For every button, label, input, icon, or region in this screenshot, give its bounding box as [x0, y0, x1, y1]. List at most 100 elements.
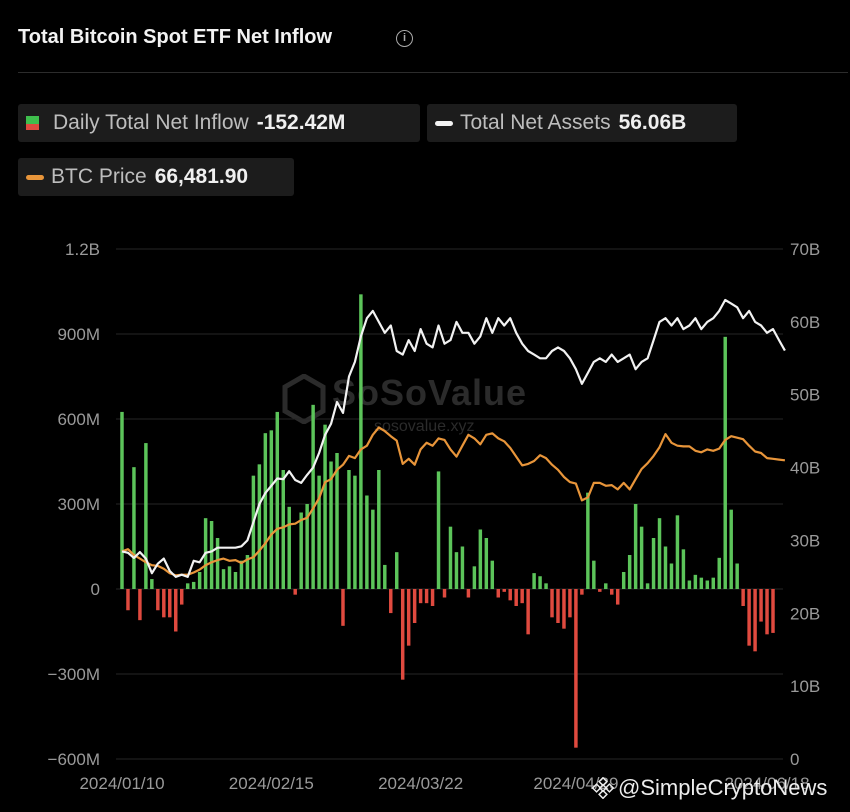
inflow-bar — [478, 529, 483, 589]
inflow-bar — [717, 557, 721, 589]
inflow-bar — [233, 572, 238, 589]
inflow-bar — [168, 589, 172, 618]
series-lines — [121, 298, 786, 578]
inflow-bar — [191, 581, 196, 589]
inflow-bar — [621, 572, 626, 589]
inflow-bar — [627, 555, 632, 589]
watermark-brand: SoSoValue — [332, 372, 528, 413]
inflow-bar — [454, 552, 459, 589]
sosovalue-logo-icon — [282, 374, 326, 424]
inflow-bar — [383, 564, 387, 589]
inflow-bar — [179, 589, 184, 605]
inflow-bar — [126, 589, 130, 611]
y-axis-right: 70B 60B 50B 40B 30B 20B 10B 0 — [790, 240, 820, 769]
inflow-bar — [520, 589, 524, 604]
legend-inflow-value: -152.42M — [256, 111, 346, 134]
white-line-swatch-icon — [435, 120, 453, 126]
inflow-bar — [400, 589, 405, 680]
inflow-bar — [693, 574, 698, 589]
inflow-bar — [639, 526, 644, 589]
inflow-bar — [215, 538, 220, 589]
y-left-tick-label: 600M — [57, 410, 100, 429]
inflow-bar — [466, 589, 471, 598]
y-right-tick-label: 60B — [790, 313, 820, 332]
inflow-bar — [185, 583, 190, 589]
x-tick-label: 2024/02/15 — [229, 774, 314, 793]
inflow-bar — [174, 589, 178, 632]
legend-assets-label: Total Net Assets — [460, 111, 611, 134]
inflow-bar — [550, 589, 554, 618]
y-right-tick-label: 10B — [790, 677, 820, 696]
inflow-bar — [657, 518, 662, 589]
inflow-bar — [490, 560, 495, 589]
inflow-bar — [753, 589, 757, 652]
inflow-bar — [592, 560, 596, 589]
inflow-bar — [711, 577, 716, 589]
inflow-bar — [144, 443, 148, 589]
inflow-bar — [502, 589, 506, 592]
inflow-bar — [514, 589, 518, 606]
inflow-bar — [771, 589, 775, 633]
inflow-bar — [263, 433, 268, 589]
y-left-tick-label: 900M — [57, 325, 100, 344]
inflow-bar — [580, 589, 584, 595]
inflow-bar — [687, 580, 692, 589]
inflow-bar — [544, 583, 548, 589]
inflow-bar — [645, 583, 650, 589]
inflow-bar — [448, 526, 453, 589]
inflow-bar — [532, 573, 536, 589]
inflow-bar — [765, 589, 769, 635]
inflow-bar — [156, 589, 160, 611]
inflow-bar — [162, 589, 166, 618]
y-right-tick-label: 0 — [790, 750, 799, 769]
y-left-tick-label: 300M — [57, 495, 100, 514]
inflow-bar — [675, 515, 680, 589]
binance-logo-icon — [592, 777, 614, 799]
inflow-bar — [245, 555, 250, 589]
inflow-bar — [538, 576, 542, 589]
inflow-bar — [395, 552, 399, 589]
inflow-bar — [227, 566, 232, 589]
inflow-bar — [251, 475, 256, 589]
inflow-bar — [305, 504, 309, 589]
corner-watermark-text: @SimpleCryptoNews — [618, 775, 828, 800]
inflow-bar — [335, 453, 339, 589]
inflow-bar — [365, 495, 369, 589]
corner-watermark: @SimpleCryptoNews — [592, 775, 827, 801]
inflow-bar — [759, 589, 763, 622]
inflow-bar — [424, 589, 429, 604]
inflow-bar — [723, 336, 727, 589]
bar-swatch-icon — [26, 116, 39, 130]
info-icon[interactable]: i — [396, 30, 413, 47]
x-tick-label: 2024/03/22 — [378, 774, 463, 793]
inflow-bar — [138, 589, 142, 621]
y-right-tick-label: 50B — [790, 386, 820, 405]
inflow-bar — [412, 589, 417, 623]
y-axis-left: 1.2B 900M 600M 300M 0 −300M −600M — [48, 240, 100, 769]
y-left-tick-label: −300M — [48, 665, 100, 684]
inflow-bar — [371, 509, 375, 589]
x-axis: 2024/01/10 2024/02/15 2024/03/22 2024/04/29… — [79, 774, 809, 793]
inflow-bar — [496, 589, 500, 598]
inflow-bar — [598, 589, 602, 592]
inflow-bar — [651, 538, 656, 589]
inflow-bar — [299, 512, 303, 589]
inflow-bar — [209, 521, 214, 589]
inflow-bar — [406, 589, 411, 646]
legend-item-inflow[interactable]: Daily Total Net Inflow -152.42M — [18, 104, 420, 142]
y-left-tick-label: 1.2B — [65, 240, 100, 259]
inflow-bar — [669, 563, 674, 589]
legend-assets-value: 56.06B — [618, 111, 687, 134]
y-right-tick-label: 20B — [790, 604, 820, 623]
legend-item-assets[interactable]: Total Net Assets 56.06B — [427, 104, 737, 142]
inflow-bar — [681, 549, 686, 589]
x-tick-label: 2024/04/29 — [533, 774, 618, 793]
total-net-assets-line — [121, 298, 786, 578]
inflow-bar — [574, 589, 578, 748]
inflow-bar — [705, 580, 710, 589]
legend-item-price[interactable]: BTC Price 66,481.90 — [18, 158, 294, 196]
inflow-bar — [508, 589, 512, 601]
inflow-bar — [293, 589, 297, 595]
inflow-bar — [562, 589, 566, 629]
